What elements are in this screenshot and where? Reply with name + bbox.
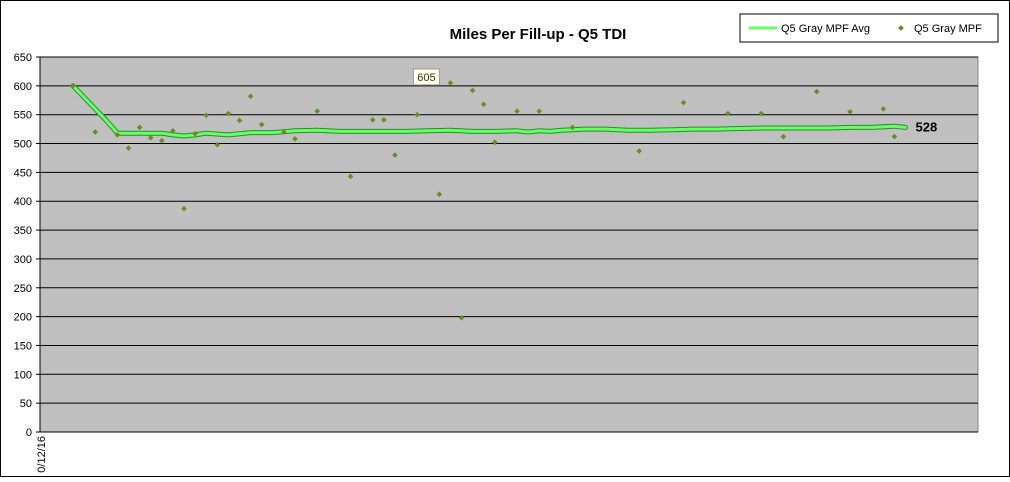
mpf-point [236, 117, 243, 124]
mpf-point [258, 121, 265, 128]
mpf-point [369, 117, 376, 123]
y-tick-label: 250 [14, 283, 32, 295]
legend-label-mpf: Q5 Gray MPF [914, 23, 982, 35]
mpf-point [292, 136, 298, 142]
mpf-point [170, 128, 176, 134]
data-tooltip-box [412, 68, 440, 86]
data-tooltip-label: 605 [417, 72, 435, 84]
mpf-point [680, 99, 687, 106]
mpf-point [813, 88, 820, 95]
mpf-point [181, 205, 187, 212]
mpf-point [392, 152, 398, 158]
y-tick-label: 600 [14, 81, 32, 93]
end-value-label: 528 [916, 119, 938, 134]
mpf-point [491, 139, 498, 146]
mpf-point [125, 145, 132, 151]
x-tick-label: 0/12/16 [36, 436, 48, 473]
mpf-point [480, 101, 487, 108]
y-tick-label: 400 [14, 196, 32, 208]
mpf-point [636, 148, 642, 154]
mpf-point [780, 133, 787, 140]
plot-background [39, 56, 979, 433]
mpf-point [192, 130, 198, 137]
mpf-point [314, 108, 321, 115]
y-tick-label: 0 [26, 427, 32, 439]
mpf-point [203, 112, 210, 119]
y-tick-label: 350 [14, 225, 32, 237]
mpf-point [380, 117, 387, 123]
mpf-point [70, 83, 76, 89]
y-tick-label: 150 [14, 340, 32, 352]
mpf-point [569, 124, 576, 131]
y-tick-label: 200 [14, 312, 32, 324]
y-tick-label: 650 [14, 52, 32, 64]
mpf-point [136, 124, 143, 131]
y-tick-label: 450 [14, 167, 32, 179]
legend: Q5 Gray MPF Avg Q5 Gray MPF [739, 13, 999, 43]
mpf-point [281, 129, 287, 135]
y-tick-label: 500 [14, 139, 32, 151]
mpf-point [225, 110, 232, 117]
legend-marker-swatch [898, 25, 904, 31]
y-tick-label: 100 [14, 369, 32, 381]
mpf-point [536, 108, 543, 115]
legend-frame [739, 13, 999, 43]
avg-series-line [71, 84, 907, 138]
mpf-point [447, 80, 454, 86]
mpf-point [847, 108, 853, 115]
mpf-point [414, 111, 420, 118]
mpf-point [436, 191, 443, 198]
mpf-point [891, 133, 898, 140]
mpf-point [247, 93, 254, 100]
mpf-point [469, 87, 476, 94]
mpf-point [147, 134, 154, 141]
plot-area: 0 50 100 150 200 250 300 350 400 450 500 550 600 650 0… [14, 52, 979, 473]
y-tick-label: 50 [20, 398, 32, 410]
mpf-point [458, 314, 465, 321]
y-tick-label: 550 [14, 110, 32, 122]
mpf-point [158, 137, 165, 144]
mpf-point [347, 173, 354, 180]
mpf-point [92, 129, 99, 135]
mpf-point [114, 132, 121, 138]
y-tick-label: 300 [14, 254, 32, 266]
mpf-point [214, 141, 221, 148]
mpf-point [880, 106, 887, 112]
mpf-point [758, 110, 765, 117]
mpf-point [725, 110, 731, 117]
chart-title: Miles Per Fill-up - Q5 TDI [450, 26, 627, 43]
mpf-point [514, 108, 520, 115]
legend-label-avg: Q5 Gray MPF Avg [781, 23, 870, 35]
